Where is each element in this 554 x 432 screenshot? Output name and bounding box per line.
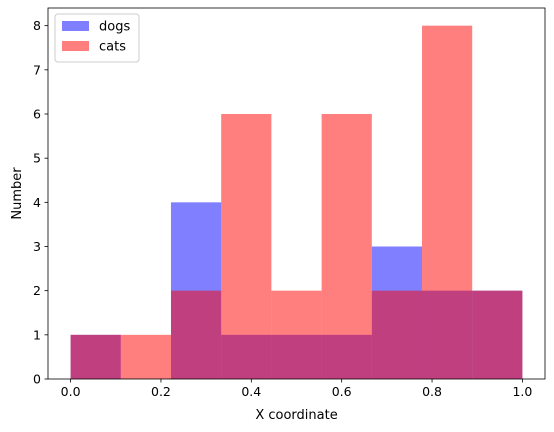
bar-cats-bin-0 <box>70 334 121 379</box>
bar-cats-bin-1 <box>120 334 171 379</box>
x-tick-label: 0.8 <box>422 384 442 399</box>
x-tick-label: 0.6 <box>332 384 352 399</box>
bar-cats-bin-4 <box>271 290 322 379</box>
x-tick-label: 0.4 <box>241 384 261 399</box>
plot-frame <box>47 7 546 380</box>
y-tick-label: 6 <box>33 107 41 122</box>
y-tick-label: 5 <box>33 151 41 166</box>
bar-cats-bin-8 <box>472 290 523 379</box>
legend-label-dogs: dogs <box>99 20 130 35</box>
y-axis-ticks: 0 1 2 3 4 5 6 7 8 <box>33 18 48 387</box>
y-tick-label: 4 <box>33 195 41 210</box>
y-tick-label: 2 <box>33 283 41 298</box>
y-tick-label: 8 <box>33 18 41 33</box>
bar-cats-bin-7 <box>422 25 473 380</box>
y-tick-label: 0 <box>33 372 41 387</box>
y-tick-label: 7 <box>33 62 41 77</box>
legend-swatch-cats <box>62 41 89 51</box>
x-tick-label: 0.0 <box>61 384 81 399</box>
x-axis-ticks: 0.0 0.2 0.4 0.6 0.8 1.0 <box>61 379 532 399</box>
y-axis-label: Number <box>10 167 25 220</box>
legend-swatch-dogs <box>62 21 89 31</box>
bar-cats-bin-3 <box>221 114 272 379</box>
bar-cats-bin-2 <box>170 290 222 379</box>
x-tick-label: 1.0 <box>512 384 532 399</box>
bar-cats-bin-5 <box>321 114 372 379</box>
x-axis-label: X coordinate <box>255 408 337 423</box>
x-tick-label: 0.2 <box>151 384 171 399</box>
y-tick-label: 3 <box>33 239 41 254</box>
legend: dogs cats <box>54 13 140 63</box>
bar-cats-bin-6 <box>371 290 423 379</box>
y-tick-label: 1 <box>33 327 41 342</box>
legend-label-cats: cats <box>99 40 126 55</box>
bars-layer <box>70 25 523 380</box>
